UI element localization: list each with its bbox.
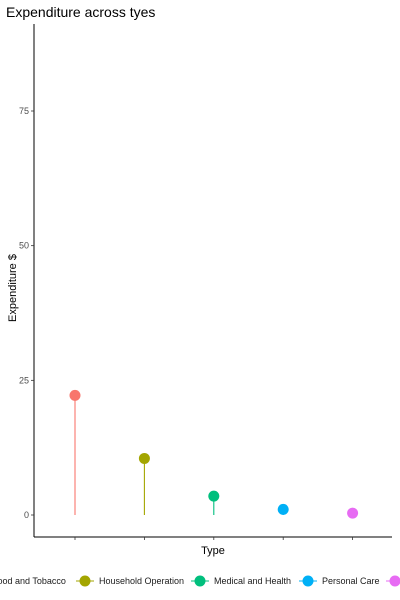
legend-label: Household Operation bbox=[99, 576, 184, 586]
legend-key-point bbox=[194, 575, 206, 587]
legend-label: Personal Care bbox=[322, 576, 380, 586]
legend: Food and Tobacco Household Operation Medic… bbox=[0, 575, 400, 587]
lollipop-points bbox=[69, 389, 359, 519]
lollipop-point bbox=[208, 490, 220, 502]
y-axis-ticks: 0 25 50 75 bbox=[19, 106, 34, 520]
y-axis-title: Expenditure $ bbox=[7, 254, 19, 322]
y-tick-label: 0 bbox=[24, 510, 29, 520]
lollipop-point bbox=[69, 389, 81, 401]
legend-key-point bbox=[79, 575, 91, 587]
legend-key-point bbox=[302, 575, 314, 587]
y-tick-label: 50 bbox=[19, 241, 29, 251]
x-axis-title: Type bbox=[201, 545, 225, 557]
lollipop-point bbox=[138, 452, 150, 464]
lollipop-point bbox=[277, 503, 289, 515]
legend-label: Medical and Health bbox=[214, 576, 291, 586]
x-axis-ticks bbox=[74, 537, 354, 540]
chart-title: Expenditure across tyes bbox=[6, 4, 155, 20]
lollipop-point bbox=[347, 507, 359, 519]
legend-label: Food and Tobacco bbox=[0, 576, 66, 586]
y-tick-label: 25 bbox=[19, 375, 29, 385]
y-tick-label: 75 bbox=[19, 106, 29, 116]
legend-key-point bbox=[389, 575, 400, 587]
